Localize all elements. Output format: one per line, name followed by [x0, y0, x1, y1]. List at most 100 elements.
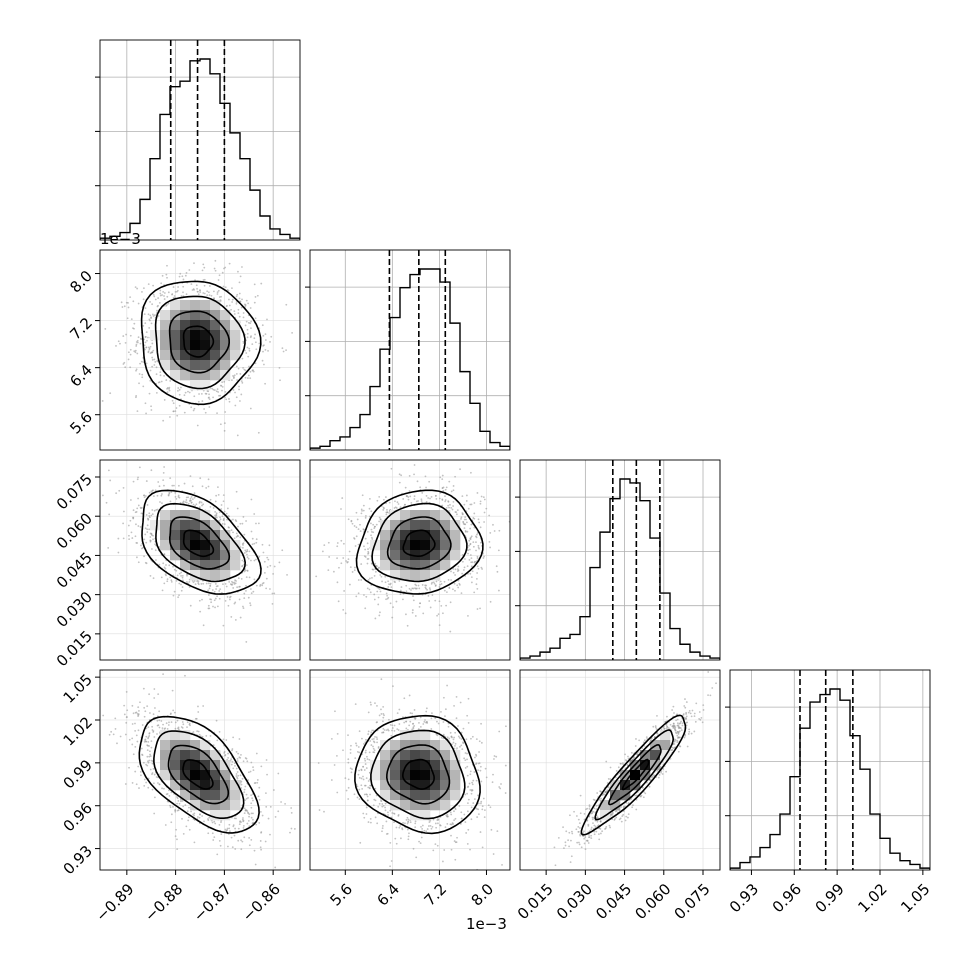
sample-point — [381, 830, 383, 833]
density-cell — [170, 550, 181, 561]
sample-point — [470, 503, 473, 506]
sample-point — [146, 744, 149, 747]
sample-point — [223, 267, 225, 270]
sample-point — [641, 787, 644, 789]
sample-point — [201, 504, 203, 507]
sample-point — [366, 799, 369, 802]
sample-point — [586, 839, 589, 842]
sample-point — [160, 380, 163, 383]
sample-point — [218, 823, 221, 826]
sample-point — [238, 281, 241, 284]
sample-point — [225, 512, 228, 515]
density-cell — [370, 760, 381, 771]
sample-point — [241, 381, 244, 384]
density-cell — [160, 730, 171, 741]
sample-point — [364, 516, 367, 519]
sample-point — [473, 771, 476, 773]
sample-point — [615, 816, 618, 819]
sample-point — [137, 504, 140, 507]
sample-point — [277, 810, 280, 813]
sample-point — [318, 809, 321, 811]
sample-point — [658, 774, 661, 776]
sample-point — [249, 588, 252, 590]
sample-point — [350, 744, 352, 747]
sample-point — [221, 389, 223, 392]
density-cell — [600, 800, 611, 811]
sample-point — [174, 809, 177, 811]
sample-point — [233, 310, 236, 313]
sample-point — [216, 388, 219, 391]
sample-point — [217, 486, 219, 489]
density-cell — [180, 760, 191, 771]
density-cell — [200, 790, 211, 801]
sample-point — [201, 815, 204, 817]
sample-point — [152, 349, 155, 352]
density-cell — [410, 520, 421, 531]
sample-point — [207, 485, 210, 488]
sample-point — [194, 583, 197, 586]
sample-point — [160, 720, 163, 722]
sample-point — [372, 568, 375, 571]
sample-point — [638, 751, 640, 754]
sample-point — [143, 706, 146, 709]
sample-point — [189, 604, 192, 607]
sample-point — [366, 795, 369, 798]
sample-point — [356, 750, 359, 753]
sample-point — [700, 716, 703, 719]
density-cell — [150, 520, 161, 531]
sample-point — [480, 802, 482, 805]
sample-point — [479, 541, 482, 544]
sample-point — [466, 843, 469, 845]
density-cell — [180, 750, 191, 761]
sample-point — [394, 837, 397, 840]
sample-point — [185, 501, 188, 504]
sample-point — [184, 391, 187, 394]
sample-point — [162, 419, 165, 422]
x-tick-label: 0.96 — [769, 880, 805, 916]
sample-point — [409, 821, 412, 824]
sample-point — [250, 530, 253, 533]
sample-point — [353, 525, 356, 527]
sample-point — [243, 570, 246, 573]
density-cell — [170, 320, 181, 331]
sample-point — [174, 491, 177, 494]
density-cell — [410, 770, 421, 781]
sample-point — [672, 722, 675, 725]
sample-point — [469, 503, 472, 506]
sample-point — [371, 738, 374, 741]
density-cell — [200, 300, 211, 311]
sample-point — [429, 497, 431, 500]
sample-point — [209, 598, 211, 601]
density-cell — [180, 560, 191, 571]
sample-point — [184, 274, 187, 277]
sample-point — [450, 579, 452, 581]
density-cells — [160, 730, 241, 821]
sample-point — [457, 569, 460, 572]
sample-point — [199, 477, 202, 480]
sample-point — [164, 573, 167, 576]
sample-point — [124, 733, 127, 736]
density-cell — [170, 360, 181, 371]
density-cell — [160, 520, 171, 531]
sample-point — [389, 724, 392, 726]
sample-point — [231, 298, 234, 301]
sample-point — [198, 816, 201, 819]
sample-point — [196, 580, 199, 583]
sample-point — [436, 720, 438, 723]
sample-point — [374, 562, 377, 565]
sample-point — [157, 693, 160, 695]
sample-point — [258, 555, 261, 558]
sample-point — [564, 841, 567, 844]
x-tick-label: 1.05 — [897, 880, 933, 916]
sample-point — [250, 559, 252, 562]
sample-point — [393, 812, 396, 815]
sample-point — [238, 388, 240, 391]
sample-point — [363, 757, 366, 760]
sample-point — [366, 755, 368, 758]
sample-point — [228, 398, 230, 400]
sample-point — [137, 525, 140, 527]
sample-point — [423, 829, 426, 832]
x-tick-label: 0.045 — [592, 880, 635, 923]
sample-point — [323, 544, 326, 547]
